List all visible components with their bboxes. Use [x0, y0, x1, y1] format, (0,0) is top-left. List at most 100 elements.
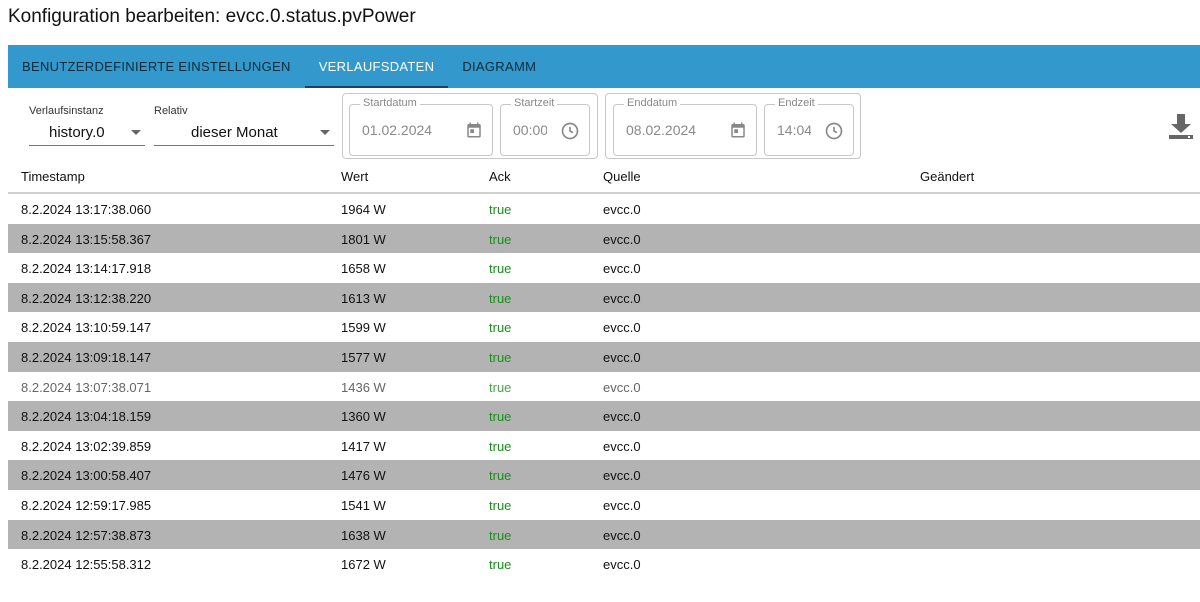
cell-timestamp: 8.2.2024 12:59:17.985	[21, 497, 152, 513]
column-header-timestamp[interactable]: Timestamp	[21, 169, 85, 184]
cell-timestamp: 8.2.2024 13:00:58.407	[21, 468, 152, 484]
table-row[interactable]: 8.2.2024 13:04:18.159 1360 W true evcc.0	[8, 401, 1200, 431]
table-body: 8.2.2024 13:17:38.060 1964 W true evcc.0…	[8, 194, 1200, 579]
cell-value: 1658 W	[341, 261, 386, 277]
cell-ack: true	[489, 349, 512, 365]
cell-source: evcc.0	[603, 320, 641, 336]
cell-source: evcc.0	[603, 409, 641, 425]
end-date-field[interactable]: Enddatum 08.02.2024	[613, 97, 757, 156]
cell-value: 1541 W	[341, 497, 386, 513]
cell-value: 1672 W	[341, 557, 386, 573]
relative-label: Relativ	[154, 105, 188, 117]
table-row[interactable]: 8.2.2024 13:02:39.859 1417 W true evcc.0	[8, 431, 1200, 461]
tab-bar: BENUTZERDEFINIERTE EINSTELLUNGEN VERLAUF…	[8, 45, 1200, 88]
start-time-label: Startzeit	[511, 97, 558, 109]
table-row[interactable]: 8.2.2024 12:55:58.312 1672 W true evcc.0	[8, 549, 1200, 579]
cell-ack: true	[489, 320, 512, 336]
cell-value: 1801 W	[341, 231, 386, 247]
start-date-value: 01.02.2024	[362, 122, 433, 138]
table-row[interactable]: 8.2.2024 13:15:58.367 1801 W true evcc.0	[8, 223, 1200, 254]
tab-chart[interactable]: DIAGRAMM	[462, 59, 537, 74]
cell-ack: true	[489, 379, 512, 395]
cell-timestamp: 8.2.2024 12:57:38.873	[21, 527, 152, 543]
dialog-title: Konfiguration bearbeiten: evcc.0.status.…	[8, 6, 416, 27]
chevron-down-icon	[320, 130, 330, 135]
cell-timestamp: 8.2.2024 13:09:18.147	[21, 349, 152, 365]
cell-source: evcc.0	[603, 468, 641, 484]
cell-source: evcc.0	[603, 557, 641, 573]
cell-value: 1360 W	[341, 409, 386, 425]
cell-value: 1638 W	[341, 527, 386, 543]
chevron-down-icon	[131, 130, 141, 135]
cell-timestamp: 8.2.2024 13:14:17.918	[21, 261, 152, 277]
cell-value: 1476 W	[341, 468, 386, 484]
instance-select-value: history.0	[49, 124, 105, 141]
relative-select[interactable]: dieser Monat	[154, 120, 334, 146]
cell-source: evcc.0	[603, 290, 641, 306]
table-row[interactable]: 8.2.2024 13:10:59.147 1599 W true evcc.0	[8, 312, 1200, 342]
tab-history-data[interactable]: VERLAUFSDATEN	[304, 45, 449, 88]
cell-timestamp: 8.2.2024 13:17:38.060	[21, 202, 152, 217]
clock-icon[interactable]	[559, 120, 581, 142]
instance-label: Verlaufsinstanz	[29, 105, 104, 117]
cell-timestamp: 8.2.2024 13:12:38.220	[21, 290, 152, 306]
cell-ack: true	[489, 261, 512, 277]
calendar-icon[interactable]	[464, 120, 484, 140]
cell-value: 1599 W	[341, 320, 386, 336]
cell-ack: true	[489, 202, 512, 217]
start-time-value: 00:00	[513, 122, 547, 138]
cell-source: evcc.0	[603, 261, 641, 277]
end-date-label: Enddatum	[624, 97, 681, 109]
table-row[interactable]: 8.2.2024 13:14:17.918 1658 W true evcc.0	[8, 253, 1200, 283]
cell-ack: true	[489, 409, 512, 425]
cell-timestamp: 8.2.2024 12:55:58.312	[21, 557, 152, 573]
cell-source: evcc.0	[603, 379, 641, 395]
cell-value: 1613 W	[341, 290, 386, 306]
cell-ack: true	[489, 290, 512, 306]
end-time-label: Endzeit	[775, 97, 818, 109]
cell-source: evcc.0	[603, 349, 641, 365]
table-row[interactable]: 8.2.2024 13:09:18.147 1577 W true evcc.0	[8, 341, 1200, 372]
cell-timestamp: 8.2.2024 13:04:18.159	[21, 409, 152, 425]
cell-value: 1436 W	[341, 379, 386, 395]
instance-select[interactable]: history.0	[29, 120, 145, 146]
cell-ack: true	[489, 468, 512, 484]
table-header: Timestamp Wert Ack Quelle Geändert	[8, 162, 1200, 194]
cell-ack: true	[489, 497, 512, 513]
cell-source: evcc.0	[603, 527, 641, 543]
table-row[interactable]: 8.2.2024 13:07:38.071 1436 W true evcc.0	[8, 372, 1200, 402]
end-range-group	[605, 93, 861, 159]
cell-timestamp: 8.2.2024 13:10:59.147	[21, 320, 152, 336]
end-time-field[interactable]: Endzeit 14:04	[764, 97, 854, 156]
table-row[interactable]: 8.2.2024 13:12:38.220 1613 W true evcc.0	[8, 282, 1200, 313]
cell-source: evcc.0	[603, 202, 641, 217]
start-date-field[interactable]: Startdatum 01.02.2024	[349, 97, 493, 156]
cell-source: evcc.0	[603, 497, 641, 513]
relative-select-value: dieser Monat	[191, 124, 278, 141]
cell-ack: true	[489, 231, 512, 247]
column-header-ack[interactable]: Ack	[489, 169, 511, 184]
column-header-changed[interactable]: Geändert	[920, 169, 975, 184]
cell-timestamp: 8.2.2024 13:15:58.367	[21, 231, 152, 247]
column-header-source[interactable]: Quelle	[603, 169, 641, 184]
cell-timestamp: 8.2.2024 13:02:39.859	[21, 438, 152, 454]
start-time-field[interactable]: Startzeit 00:00	[500, 97, 590, 156]
start-range-group	[342, 93, 598, 159]
cell-ack: true	[489, 527, 512, 543]
cell-ack: true	[489, 557, 512, 573]
table-row[interactable]: 8.2.2024 12:59:17.985 1541 W true evcc.0	[8, 490, 1200, 520]
column-header-value[interactable]: Wert	[341, 169, 369, 184]
download-icon[interactable]	[1168, 112, 1194, 140]
cell-timestamp: 8.2.2024 13:07:38.071	[21, 379, 152, 395]
cell-source: evcc.0	[603, 438, 641, 454]
table-row[interactable]: 8.2.2024 13:00:58.407 1476 W true evcc.0	[8, 460, 1200, 490]
cell-value: 1577 W	[341, 349, 386, 365]
end-time-value: 14:04	[777, 122, 811, 138]
table-row[interactable]: 8.2.2024 12:57:38.873 1638 W true evcc.0	[8, 519, 1200, 550]
calendar-icon[interactable]	[728, 120, 748, 140]
cell-value: 1964 W	[341, 202, 386, 217]
clock-icon[interactable]	[823, 120, 845, 142]
table-row[interactable]: 8.2.2024 13:17:38.060 1964 W true evcc.0	[8, 194, 1200, 224]
cell-value: 1417 W	[341, 438, 386, 454]
tab-custom-settings[interactable]: BENUTZERDEFINIERTE EINSTELLUNGEN	[22, 59, 291, 74]
